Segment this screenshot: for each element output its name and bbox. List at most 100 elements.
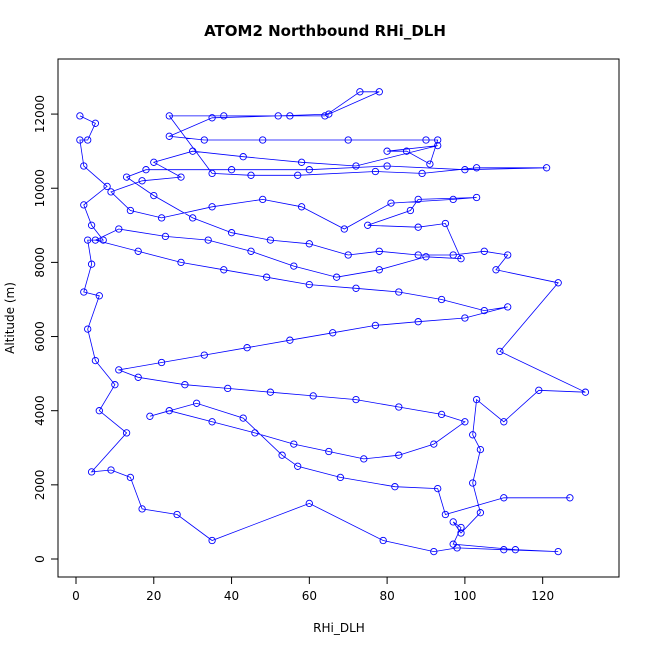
data-point	[371, 321, 380, 330]
data-point	[371, 167, 380, 176]
data-point	[142, 166, 150, 174]
data-point	[414, 195, 422, 204]
data-point	[259, 136, 267, 144]
data-point	[356, 88, 364, 96]
data-point	[177, 258, 185, 267]
data-point	[422, 136, 430, 144]
data-point	[200, 136, 208, 144]
data-point	[157, 358, 166, 367]
data-point	[99, 236, 107, 244]
data-point	[220, 266, 228, 274]
data-point	[395, 451, 403, 459]
data-point	[80, 162, 88, 170]
data-point	[177, 173, 185, 181]
data-point	[325, 447, 333, 456]
data-point	[535, 386, 543, 394]
data-point	[80, 288, 88, 296]
series-line	[79, 91, 586, 553]
data-point	[472, 164, 481, 172]
data-point	[290, 262, 298, 270]
data-point	[375, 88, 383, 96]
data-point	[208, 536, 216, 545]
data-point	[391, 483, 399, 491]
data-point	[352, 284, 360, 292]
data-point	[422, 253, 430, 261]
data-point	[360, 455, 368, 463]
data-point	[243, 344, 251, 352]
data-point	[344, 251, 352, 259]
data-point	[227, 229, 236, 237]
y-tick-label: 8000	[33, 247, 47, 278]
data-point	[224, 384, 232, 393]
data-point	[418, 169, 426, 178]
x-axis-label: RHi_DLH	[313, 621, 365, 635]
data-point	[457, 255, 465, 263]
data-point	[581, 388, 590, 396]
data-point	[344, 136, 352, 144]
data-point	[511, 546, 520, 554]
data-point	[134, 373, 142, 381]
data-point	[437, 410, 446, 419]
data-point	[192, 399, 201, 407]
series-layer	[76, 88, 590, 556]
data-point	[274, 112, 282, 120]
data-point	[227, 166, 236, 174]
data-point	[383, 147, 391, 155]
data-point	[208, 169, 216, 178]
data-point	[434, 136, 442, 144]
data-point	[500, 546, 508, 554]
data-point	[336, 473, 345, 482]
data-point	[449, 540, 457, 548]
data-point	[542, 164, 551, 172]
data-point	[208, 114, 216, 122]
data-point	[165, 407, 173, 415]
data-point	[165, 132, 173, 140]
x-tick-label: 80	[379, 589, 394, 603]
data-point	[329, 329, 337, 337]
data-point	[461, 166, 469, 174]
data-point	[402, 147, 411, 155]
data-point	[87, 260, 96, 268]
data-point	[146, 412, 154, 420]
data-point	[150, 158, 158, 166]
data-point	[504, 251, 512, 259]
data-point	[449, 251, 457, 259]
data-point	[492, 266, 500, 274]
data-point	[286, 112, 294, 120]
data-point	[165, 112, 173, 120]
data-point	[189, 214, 197, 222]
data-point	[430, 547, 438, 556]
x-tick-label: 120	[531, 589, 554, 603]
data-point	[387, 199, 395, 207]
data-point	[107, 466, 115, 474]
data-point	[297, 203, 306, 211]
plot-frame	[57, 58, 620, 578]
data-point	[115, 366, 123, 374]
data-point	[181, 381, 189, 389]
data-point	[173, 510, 181, 519]
data-point	[220, 112, 228, 120]
data-point	[375, 266, 383, 274]
data-point	[103, 182, 111, 191]
data-point	[406, 206, 415, 215]
data-point	[76, 136, 84, 144]
data-point	[383, 162, 391, 170]
data-point	[200, 351, 208, 359]
data-point	[305, 166, 313, 174]
data-point	[395, 288, 403, 296]
data-point	[472, 193, 481, 202]
data-point	[469, 479, 477, 487]
data-point	[476, 509, 485, 517]
y-tick-label: 12000	[33, 95, 47, 133]
data-point	[189, 147, 197, 155]
data-point	[91, 119, 100, 127]
data-point	[294, 462, 302, 470]
data-point	[305, 240, 313, 248]
data-point	[480, 306, 488, 315]
data-point	[469, 431, 477, 439]
x-axis: 0 20 40 60 80 100 120	[72, 576, 554, 603]
data-point	[84, 136, 92, 144]
data-point	[379, 536, 387, 545]
data-point	[95, 292, 103, 300]
data-point	[138, 505, 146, 513]
